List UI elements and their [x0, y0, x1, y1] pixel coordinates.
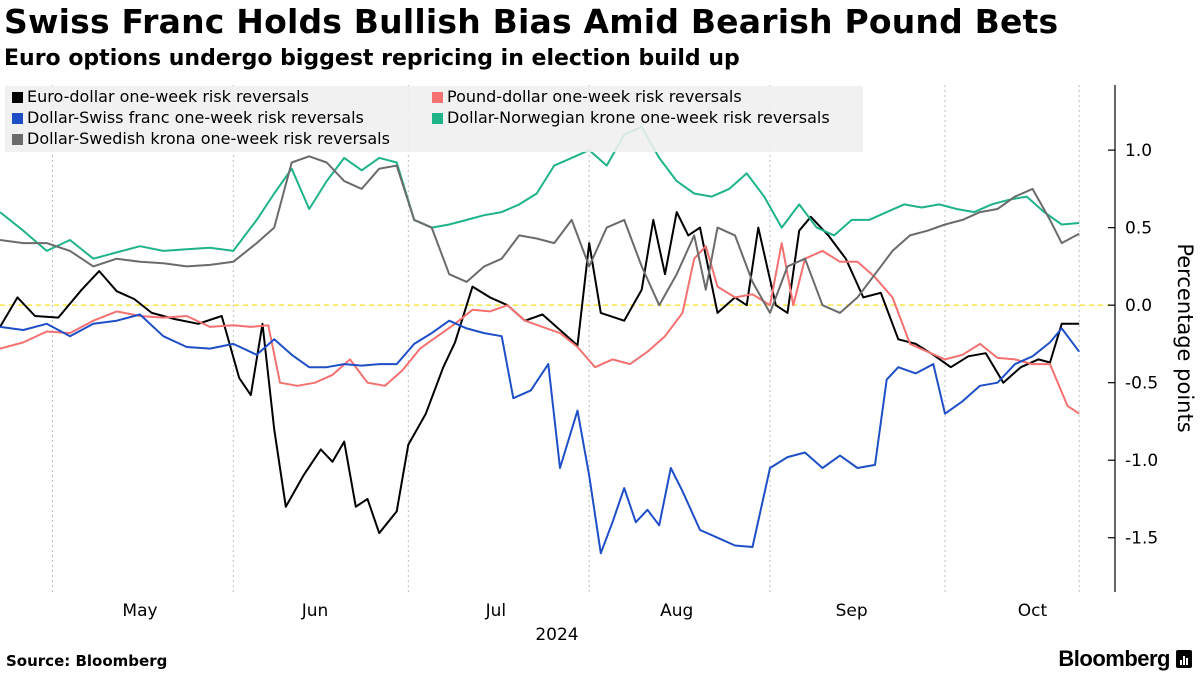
series-line-4	[0, 125, 1080, 260]
x-tick-label-jun: Jun	[301, 601, 329, 621]
series-line-5	[0, 155, 1080, 314]
legend: Euro-dollar one-week risk reversals Dolla…	[5, 86, 863, 152]
y-axis: 1.0 0.5 0.0 -0.5 -1.0 -1.5 Percentage points	[1108, 85, 1197, 592]
series-lines	[0, 125, 1080, 555]
legend-label-4: Dollar-Norwegian krone one-week risk rev…	[447, 108, 830, 127]
series-line-2	[0, 242, 1080, 415]
bloomberg-bars-icon	[1176, 650, 1192, 668]
legend-swatch-3	[12, 113, 23, 124]
y-tick-label: -1.5	[1125, 529, 1158, 549]
x-tick-label-jul: Jul	[485, 601, 507, 621]
legend-swatch-1	[12, 92, 23, 103]
legend-swatch-5	[12, 134, 23, 145]
chart-subtitle: Euro options undergo biggest repricing i…	[4, 46, 740, 71]
x-year-label: 2024	[535, 625, 578, 645]
x-tick-label-aug: Aug	[660, 601, 693, 621]
y-tick-label: -1.0	[1125, 451, 1158, 471]
bloomberg-logo: Bloomberg	[1058, 646, 1170, 671]
legend-label-5: Dollar-Swedish krona one-week risk rever…	[27, 129, 390, 148]
y-tick-label: -0.5	[1125, 374, 1158, 394]
x-tick-label-sep: Sep	[836, 601, 868, 621]
y-tick-label: 0.0	[1125, 296, 1152, 316]
legend-label-3: Dollar-Swiss franc one-week risk reversa…	[27, 108, 364, 127]
source-note: Source: Bloomberg	[6, 652, 168, 670]
x-tick-label-oct: Oct	[1018, 601, 1048, 621]
y-tick-label: 1.0	[1125, 141, 1152, 161]
series-line-3	[0, 313, 1080, 555]
chart-title: Swiss Franc Holds Bullish Bias Amid Bear…	[4, 2, 1059, 41]
y-axis-label: Percentage points	[1173, 243, 1197, 432]
series-line-1	[0, 211, 1080, 535]
x-axis: May Jun Jul Aug Sep Oct 2024	[122, 601, 1047, 645]
y-tick-label: 0.5	[1125, 219, 1152, 239]
legend-swatch-4	[432, 113, 443, 124]
legend-label-2: Pound-dollar one-week risk reversals	[447, 87, 742, 106]
legend-swatch-2	[432, 92, 443, 103]
legend-label-1: Euro-dollar one-week risk reversals	[27, 87, 309, 106]
x-tick-label-may: May	[122, 601, 157, 621]
